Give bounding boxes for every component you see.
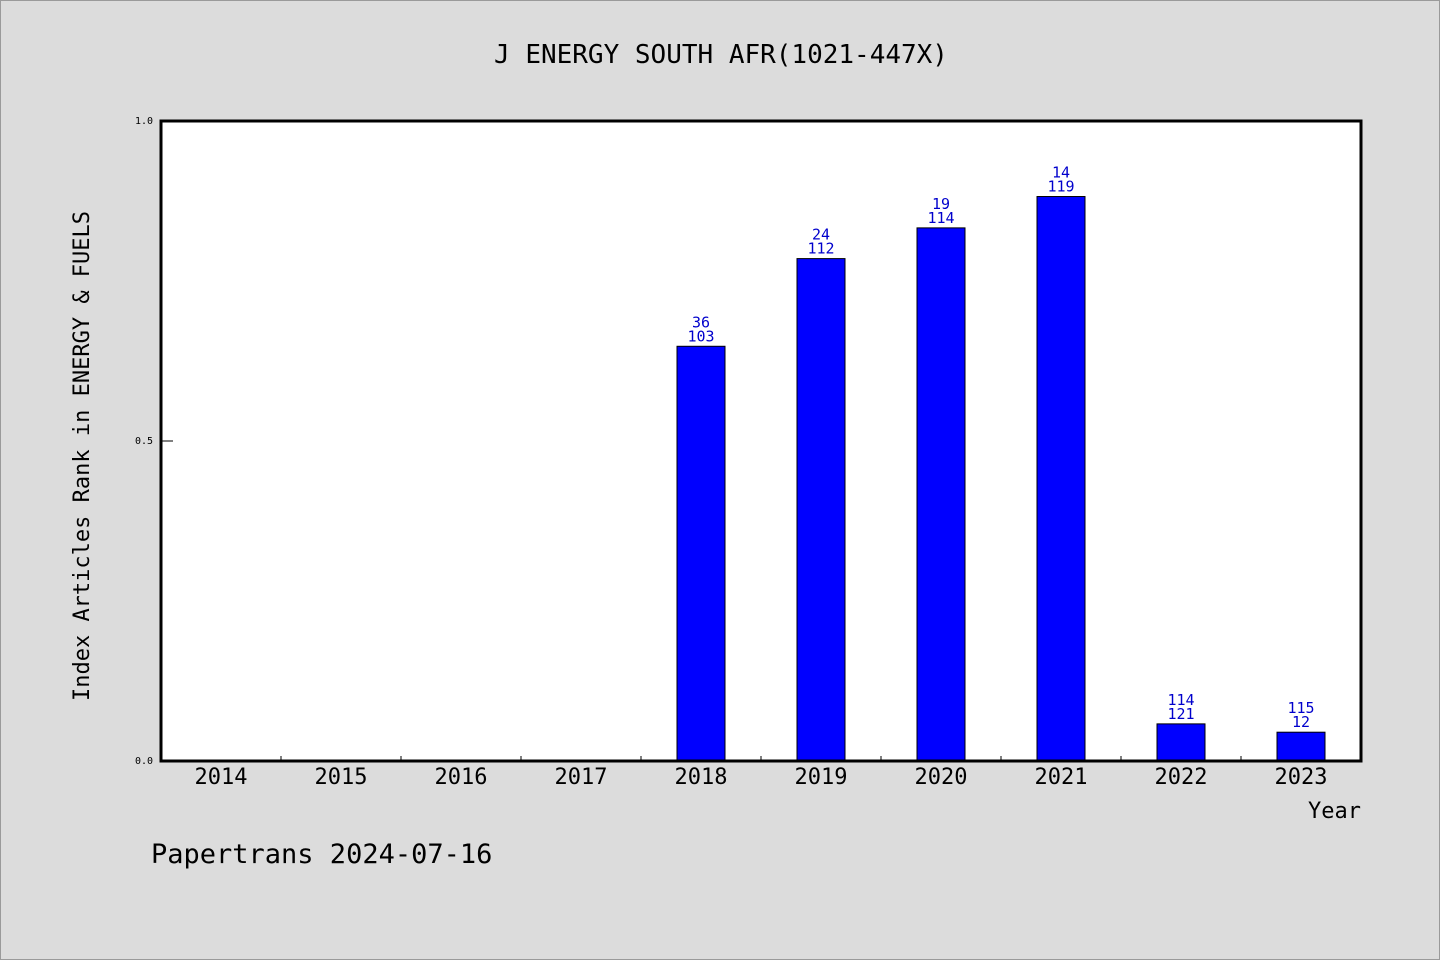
x-tick-label-2018: 2018: [675, 765, 728, 790]
x-tick-label-2019: 2019: [795, 765, 848, 790]
bar-label-bottom-2019: 112: [807, 240, 834, 258]
bars-group: [676, 196, 1326, 762]
y-tick-label-0.0: 0.0: [135, 756, 153, 767]
bar-label-bottom-2023: 12: [1292, 713, 1310, 731]
x-tick-label-2021: 2021: [1035, 765, 1088, 790]
bar-2021: [1036, 196, 1086, 762]
footer-text: Papertrans 2024-07-16: [151, 839, 492, 870]
y-tick-label-1.0: 1.0: [135, 116, 153, 127]
x-tick-label-2015: 2015: [315, 765, 368, 790]
bar-label-top-2018: 36: [692, 313, 710, 331]
x-tick-label-2020: 2020: [915, 765, 968, 790]
y-axis-label: Index Articles Rank in ENERGY & FUELS: [70, 211, 95, 701]
x-axis-label: Year: [1308, 799, 1361, 824]
x-tick-label-2017: 2017: [555, 765, 608, 790]
bar-label-top-2023: 115: [1287, 699, 1314, 717]
bar-label-bottom-2018: 103: [687, 327, 714, 345]
bar-label-top-2022: 114: [1167, 691, 1194, 709]
bar-2020: [916, 227, 966, 762]
x-ticks-group: 2014 2015 2016 2017 2018 2019 2020 2021 2022 2023: [195, 756, 1328, 790]
bar-2023: [1276, 731, 1326, 762]
x-tick-label-2022: 2022: [1155, 765, 1208, 790]
plot-area: [161, 121, 1361, 761]
bar-label-bottom-2021: 119: [1047, 178, 1074, 196]
chart-title: J ENERGY SOUTH AFR(1021-447X): [494, 40, 948, 70]
bar-label-bottom-2022: 121: [1167, 705, 1194, 723]
x-tick-label-2016: 2016: [435, 765, 488, 790]
x-tick-label-2023: 2023: [1275, 765, 1328, 790]
bar-2018: [676, 345, 726, 762]
plot-border: [159, 119, 1363, 763]
bar-2019: [796, 258, 846, 762]
y-tick-label-0.5: 0.5: [135, 436, 153, 447]
x-tick-label-2014: 2014: [195, 765, 248, 790]
bar-label-top-2021: 14: [1052, 164, 1070, 182]
bar-2022: [1156, 723, 1206, 762]
bar-label-top-2020: 19: [932, 195, 950, 213]
bar-label-top-2019: 24: [812, 226, 830, 244]
bar-label-bottom-2020: 114: [927, 209, 954, 227]
